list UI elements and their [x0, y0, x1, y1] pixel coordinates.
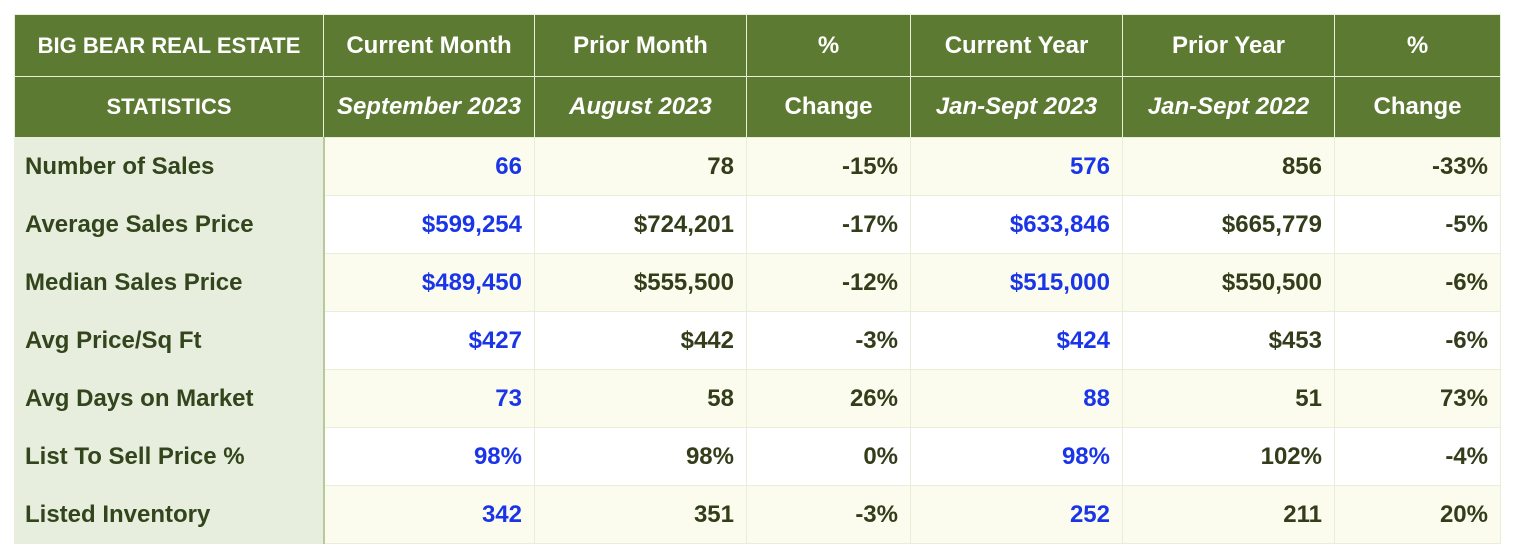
table-row: Number of Sales 66 78 -15% 576 856 -33%	[14, 137, 1501, 196]
cell-prior-year: 856	[1122, 137, 1335, 196]
table-row: List To Sell Price % 98% 98% 0% 98% 102%…	[14, 427, 1501, 486]
header-prior-month: Prior Month	[534, 14, 747, 77]
header-current-year: Current Year	[910, 14, 1123, 77]
cell-month-change: 0%	[746, 427, 911, 486]
row-label: Median Sales Price	[14, 253, 325, 312]
header-current-year-period: Jan-Sept 2023	[910, 76, 1123, 138]
cell-month-change: -17%	[746, 195, 911, 254]
cell-prior-month: $724,201	[534, 195, 747, 254]
cell-year-change: 73%	[1334, 369, 1501, 428]
cell-month-change: -12%	[746, 253, 911, 312]
cell-prior-month: 78	[534, 137, 747, 196]
cell-month-change: -3%	[746, 485, 911, 544]
row-label: Avg Price/Sq Ft	[14, 311, 325, 370]
table-title-line1: BIG BEAR REAL ESTATE	[14, 14, 324, 77]
cell-current-year: 576	[910, 137, 1123, 196]
cell-month-change: -3%	[746, 311, 911, 370]
header-month-change-sub: Change	[746, 76, 911, 138]
cell-prior-year: 51	[1122, 369, 1335, 428]
stats-table: BIG BEAR REAL ESTATE Current Month Prior…	[14, 14, 1501, 544]
cell-year-change: 20%	[1334, 485, 1501, 544]
header-month-change: %	[746, 14, 911, 77]
row-label: List To Sell Price %	[14, 427, 325, 486]
cell-year-change: -5%	[1334, 195, 1501, 254]
cell-prior-year: 211	[1122, 485, 1335, 544]
cell-month-change: -15%	[746, 137, 911, 196]
header-current-month: Current Month	[323, 14, 535, 77]
cell-prior-year: $453	[1122, 311, 1335, 370]
cell-current-month: $427	[323, 311, 535, 370]
cell-month-change: 26%	[746, 369, 911, 428]
table-row: Listed Inventory 342 351 -3% 252 211 20%	[14, 485, 1501, 544]
cell-prior-year: $550,500	[1122, 253, 1335, 312]
table-row: Average Sales Price $599,254 $724,201 -1…	[14, 195, 1501, 254]
header-year-change: %	[1334, 14, 1501, 77]
cell-prior-month: $555,500	[534, 253, 747, 312]
cell-prior-month: $442	[534, 311, 747, 370]
cell-prior-month: 58	[534, 369, 747, 428]
cell-year-change: -33%	[1334, 137, 1501, 196]
cell-year-change: -6%	[1334, 311, 1501, 370]
cell-current-month: $599,254	[323, 195, 535, 254]
cell-prior-year: $665,779	[1122, 195, 1335, 254]
cell-prior-year: 102%	[1122, 427, 1335, 486]
cell-current-month: 73	[323, 369, 535, 428]
cell-year-change: -6%	[1334, 253, 1501, 312]
row-label: Number of Sales	[14, 137, 325, 196]
header-prior-year-period: Jan-Sept 2022	[1122, 76, 1335, 138]
header-year-change-sub: Change	[1334, 76, 1501, 138]
cell-current-year: $515,000	[910, 253, 1123, 312]
cell-current-month: 66	[323, 137, 535, 196]
cell-current-year: $633,846	[910, 195, 1123, 254]
header-prior-month-period: August 2023	[534, 76, 747, 138]
cell-current-year: 98%	[910, 427, 1123, 486]
stats-table-container: BIG BEAR REAL ESTATE Current Month Prior…	[14, 14, 1501, 544]
row-label: Avg Days on Market	[14, 369, 325, 428]
header-row-2: STATISTICS September 2023 August 2023 Ch…	[14, 76, 1501, 138]
cell-prior-month: 351	[534, 485, 747, 544]
header-row-1: BIG BEAR REAL ESTATE Current Month Prior…	[14, 14, 1501, 77]
table-row: Avg Days on Market 73 58 26% 88 51 73%	[14, 369, 1501, 428]
cell-current-month: 98%	[323, 427, 535, 486]
cell-year-change: -4%	[1334, 427, 1501, 486]
table-row: Avg Price/Sq Ft $427 $442 -3% $424 $453 …	[14, 311, 1501, 370]
cell-current-year: 252	[910, 485, 1123, 544]
cell-current-month: $489,450	[323, 253, 535, 312]
row-label: Listed Inventory	[14, 485, 325, 544]
row-label: Average Sales Price	[14, 195, 325, 254]
table-row: Median Sales Price $489,450 $555,500 -12…	[14, 253, 1501, 312]
header-prior-year: Prior Year	[1122, 14, 1335, 77]
cell-prior-month: 98%	[534, 427, 747, 486]
cell-current-year: 88	[910, 369, 1123, 428]
header-current-month-period: September 2023	[323, 76, 535, 138]
cell-current-year: $424	[910, 311, 1123, 370]
cell-current-month: 342	[323, 485, 535, 544]
table-title-line2: STATISTICS	[14, 76, 324, 138]
